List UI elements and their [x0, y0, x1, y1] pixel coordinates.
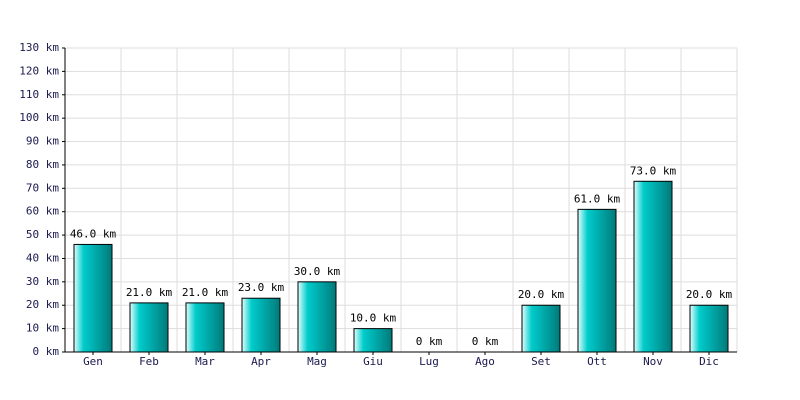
x-tick-label: Dic — [699, 355, 719, 368]
value-label: 21.0 km — [126, 286, 173, 299]
value-label: 73.0 km — [630, 164, 677, 177]
bar — [353, 328, 393, 353]
bar — [577, 208, 617, 353]
bar — [129, 302, 169, 353]
x-tick-label: Apr — [251, 355, 271, 368]
y-tick-label: 70 km — [26, 181, 59, 194]
value-label: 0 km — [416, 335, 443, 348]
value-label: 20.0 km — [518, 288, 565, 301]
bar — [185, 302, 225, 353]
x-tick-label: Ott — [587, 355, 607, 368]
x-tick-label: Set — [531, 355, 551, 368]
y-tick-label: 0 km — [33, 345, 60, 358]
x-tick-label: Feb — [139, 355, 159, 368]
value-label: 20.0 km — [686, 288, 733, 301]
value-label: 30.0 km — [294, 265, 341, 278]
y-tick-label: 30 km — [26, 275, 59, 288]
bar — [521, 304, 561, 353]
y-tick-label: 50 km — [26, 228, 59, 241]
value-label: 46.0 km — [70, 227, 117, 240]
x-tick-label: Mag — [307, 355, 327, 368]
y-tick-label: 100 km — [19, 111, 59, 124]
value-label: 61.0 km — [574, 192, 621, 205]
y-tick-label: 20 km — [26, 298, 59, 311]
value-label: 10.0 km — [350, 312, 397, 325]
bar — [633, 180, 673, 353]
x-tick-label: Mar — [195, 355, 215, 368]
value-label: 23.0 km — [238, 281, 285, 294]
bar — [241, 297, 281, 353]
y-tick-label: 80 km — [26, 158, 59, 171]
x-tick-label: Nov — [643, 355, 663, 368]
y-tick-label: 110 km — [19, 88, 59, 101]
y-tick-label: 90 km — [26, 135, 59, 148]
y-tick-label: 10 km — [26, 322, 59, 335]
bar — [689, 304, 729, 353]
y-tick-label: 120 km — [19, 64, 59, 77]
value-label: 21.0 km — [182, 286, 229, 299]
y-tick-label: 130 km — [19, 41, 59, 54]
x-tick-label: Gen — [83, 355, 103, 368]
y-tick-label: 40 km — [26, 251, 59, 264]
x-tick-label: Giu — [363, 355, 383, 368]
x-tick-label: Lug — [419, 355, 439, 368]
bar — [73, 243, 113, 353]
y-tick-label: 60 km — [26, 205, 59, 218]
value-label: 0 km — [472, 335, 499, 348]
x-tick-label: Ago — [475, 355, 495, 368]
bar — [297, 281, 337, 353]
